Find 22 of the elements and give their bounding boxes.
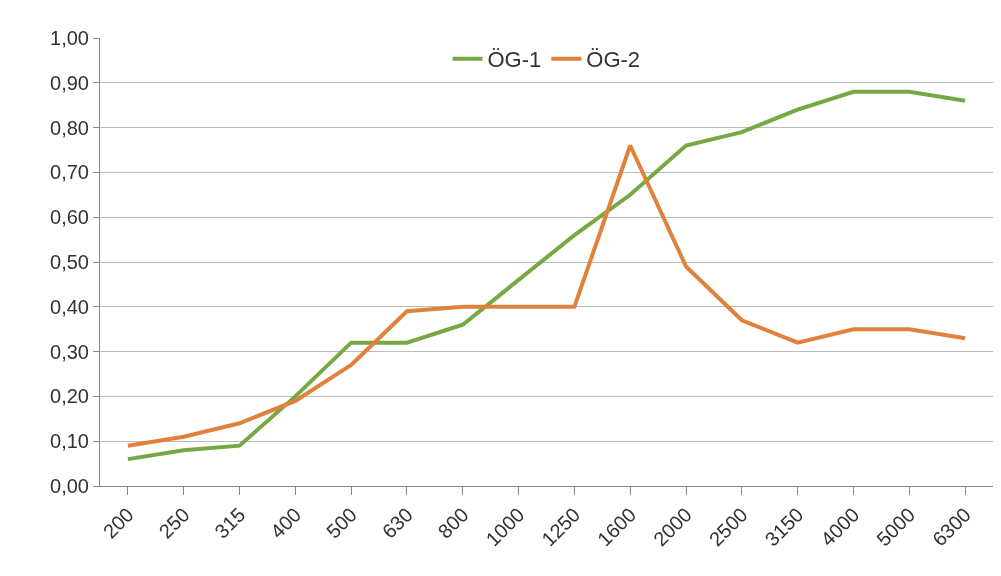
y-tick-label: 0,30	[50, 340, 89, 363]
line-series	[125, 143, 968, 448]
y-tick-label: 0,20	[50, 385, 89, 408]
y-tick-label: 0,00	[50, 475, 89, 497]
y-tick-label: 0,40	[50, 295, 89, 318]
legend-label: ÖG-2	[586, 47, 641, 73]
y-tick-label: 0,60	[50, 206, 89, 229]
line-series	[125, 89, 968, 462]
y-tick-label: 0,70	[50, 161, 89, 184]
x-tick-label: 315	[210, 503, 250, 543]
y-tick-label: 0,80	[50, 116, 89, 139]
legend-label: ÖG-1	[487, 47, 542, 73]
x-tick-label: 630	[377, 503, 417, 543]
x-tick-label: 250	[154, 503, 194, 543]
y-tick-label: 0,50	[50, 251, 89, 273]
x-tick-label: 400	[266, 503, 306, 543]
x-tick-label: 500	[321, 503, 362, 543]
x-tick-label: 800	[433, 503, 473, 543]
x-tick-label: 200	[98, 503, 138, 543]
y-tick-label: 0,90	[50, 71, 89, 94]
y-tick-label: 0,10	[50, 430, 89, 453]
y-tick-label: 1,00	[50, 27, 89, 49]
